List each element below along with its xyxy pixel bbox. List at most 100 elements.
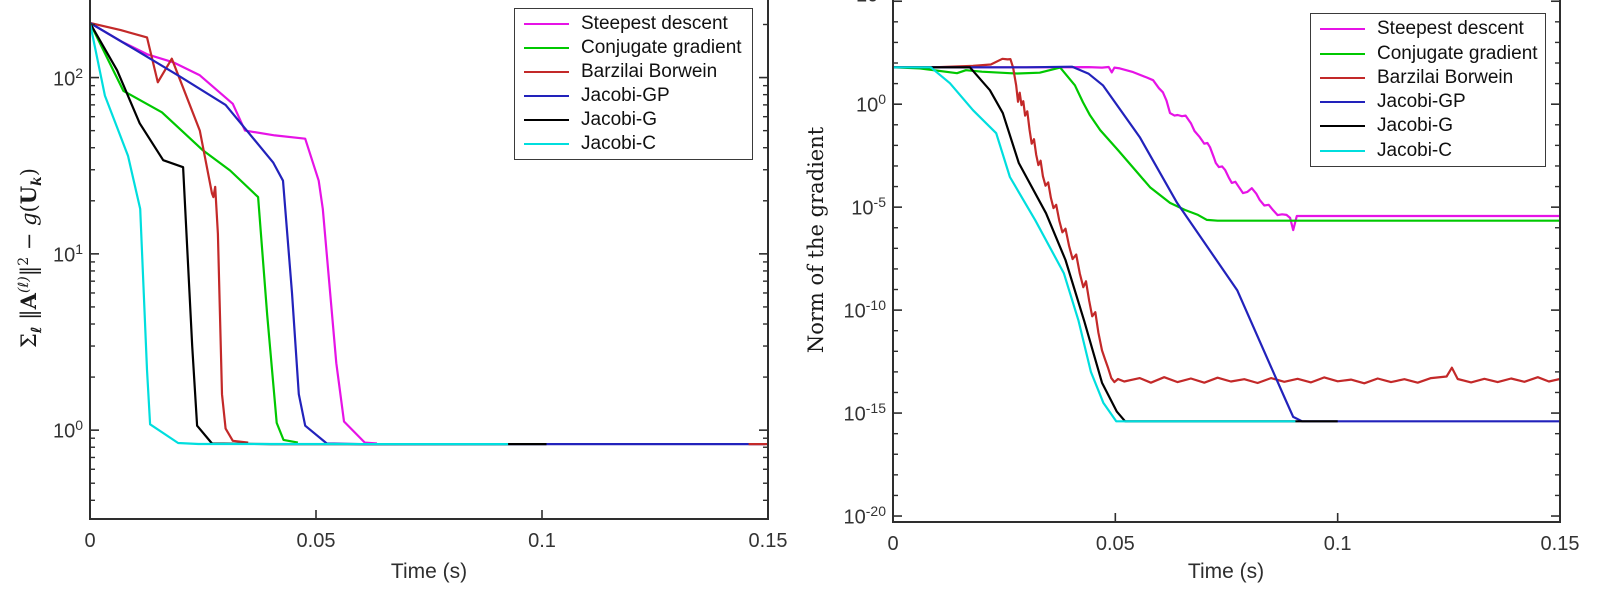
legend-item-conjugate-gradient: Conjugate gradient bbox=[524, 36, 744, 60]
x-tick-label: 0 bbox=[84, 530, 96, 552]
legend-line-sample-jacobi-gp bbox=[524, 95, 569, 97]
ylabel-part: (ℓ) bbox=[15, 276, 32, 294]
legend-label-jacobi-c: Jacobi-C bbox=[581, 133, 656, 154]
y-tick-base: 10 bbox=[843, 506, 866, 529]
y-minor-ticks-left bbox=[90, 23, 768, 502]
x-tick-label: 0.05 bbox=[296, 530, 336, 552]
y-tick-exponent: -5 bbox=[873, 194, 886, 211]
legend-label-barzilai-borwein: Barzilai Borwein bbox=[1377, 66, 1514, 88]
legend-right: Steepest descent Conjugate gradient Barzil… bbox=[1310, 13, 1546, 167]
legend-item-barzilai-borwein: Barzilai Borwein bbox=[1320, 66, 1537, 90]
ylabel-part: ‖ bbox=[16, 309, 41, 327]
y-tick-base: 10 bbox=[52, 420, 76, 443]
x-tick-label: 0 bbox=[887, 533, 899, 555]
x-ticks-left bbox=[89, 510, 769, 519]
legend-line-sample-jacobi-c bbox=[1320, 149, 1365, 152]
x-ticks-right bbox=[892, 513, 1561, 522]
ylabel-part: g bbox=[16, 212, 41, 226]
legend-line-sample-jacobi-g bbox=[524, 119, 569, 121]
y-tick-exponent: 0 bbox=[75, 417, 83, 434]
legend-left: Steepest descent Conjugate gradient Barzil… bbox=[514, 8, 753, 160]
curve-conjugate-gradient-left bbox=[90, 22, 299, 444]
legend-label-jacobi-gp: Jacobi-GP bbox=[1377, 91, 1466, 113]
y-tick-base: 10 bbox=[843, 300, 866, 323]
y-major-ticks-right bbox=[893, 0, 1560, 517]
legend-line-sample-jacobi-g bbox=[1320, 125, 1365, 128]
y-tick-exponent: 0 bbox=[878, 91, 886, 108]
x-tick-label: 0.15 bbox=[748, 530, 788, 552]
legend-item-jacobi-gp: Jacobi-GP bbox=[524, 84, 744, 108]
y-tick-label: 105 bbox=[822, 0, 886, 8]
y-tick-label: 10-10 bbox=[822, 298, 886, 324]
legend-line-sample-barzilai-borwein bbox=[524, 71, 569, 73]
legend-label-jacobi-gp: Jacobi-GP bbox=[581, 85, 670, 106]
legend-line-sample-jacobi-gp bbox=[1320, 101, 1365, 104]
legend-item-barzilai-borwein: Barzilai Borwein bbox=[524, 60, 744, 84]
x-axis-label-left: Time (s) bbox=[390, 560, 468, 583]
legend-label-jacobi-g: Jacobi-G bbox=[1377, 115, 1454, 137]
y-tick-exponent: -15 bbox=[865, 400, 886, 417]
y-tick-base: 10 bbox=[52, 244, 76, 267]
ylabel-part: U bbox=[15, 185, 41, 205]
legend-line-sample-steepest-descent bbox=[1320, 28, 1365, 31]
y-tick-base: 10 bbox=[856, 0, 878, 7]
curves-right bbox=[893, 57, 1560, 423]
y-tick-exponent: 1 bbox=[75, 240, 83, 257]
y-tick-label: 100 bbox=[822, 92, 886, 118]
y-tick-base: 10 bbox=[52, 68, 76, 91]
y-tick-label: 102 bbox=[19, 66, 83, 92]
y-tick-label: 10-15 bbox=[822, 401, 886, 427]
legend-item-jacobi-c: Jacobi-C bbox=[1320, 139, 1537, 163]
y-major-ticks-left bbox=[90, 76, 768, 431]
panel-right bbox=[892, 0, 1561, 523]
x-axis-label-right: Time (s) bbox=[1187, 560, 1265, 583]
curve-jacobi-gp-right bbox=[893, 65, 1560, 423]
y-tick-exponent: 2 bbox=[75, 64, 83, 81]
x-tick-label: 0.1 bbox=[528, 530, 556, 552]
y-tick-base: 10 bbox=[851, 197, 874, 220]
legend-item-conjugate-gradient: Conjugate gradient bbox=[1320, 42, 1538, 66]
x-tick-label: 0.1 bbox=[1323, 533, 1352, 555]
ylabel-part: k bbox=[29, 176, 46, 186]
y-tick-label: 100 bbox=[19, 418, 83, 444]
legend-line-sample-conjugate-gradient bbox=[524, 47, 569, 49]
legend-line-sample-jacobi-c bbox=[524, 143, 569, 145]
y-tick-exponent: -10 bbox=[865, 297, 886, 314]
curve-barzilai-borwein-right bbox=[893, 57, 1560, 385]
y-tick-base: 10 bbox=[843, 403, 866, 426]
legend-label-jacobi-c: Jacobi-C bbox=[1377, 139, 1452, 161]
x-tick-label: 0.15 bbox=[1540, 533, 1580, 555]
legend-label-conjugate-gradient: Conjugate gradient bbox=[1377, 42, 1538, 64]
legend-item-jacobi-g: Jacobi-G bbox=[1320, 114, 1537, 138]
ylabel-part: A bbox=[15, 293, 41, 310]
spines-right bbox=[892, 0, 1561, 523]
legend-line-sample-conjugate-gradient bbox=[1320, 52, 1365, 55]
legend-line-sample-steepest-descent bbox=[524, 23, 569, 25]
legend-item-steepest-descent: Steepest descent bbox=[1320, 17, 1537, 41]
y-tick-label: 10-20 bbox=[822, 504, 886, 530]
legend-item-jacobi-g: Jacobi-G bbox=[524, 108, 744, 132]
curve-jacobi-c-right bbox=[893, 66, 1296, 423]
legend-item-jacobi-c: Jacobi-C bbox=[524, 132, 744, 156]
ylabel-part: ) bbox=[16, 168, 41, 177]
ylabel-part: ( bbox=[16, 204, 41, 213]
legend-label-steepest-descent: Steepest descent bbox=[1377, 18, 1524, 40]
ylabel-part: Σ bbox=[16, 333, 41, 348]
panel-left bbox=[89, 0, 769, 520]
curve-barzilai-borwein-left bbox=[90, 21, 249, 444]
legend-line-sample-barzilai-borwein bbox=[1320, 76, 1365, 79]
curve-jacobi-g-left bbox=[90, 22, 547, 446]
curves-left bbox=[90, 21, 768, 446]
legend-label-steepest-descent: Steepest descent bbox=[581, 13, 728, 34]
legend-label-barzilai-borwein: Barzilai Borwein bbox=[581, 61, 718, 82]
ylabel-part: ℓ bbox=[29, 326, 46, 334]
y-tick-label: 101 bbox=[19, 242, 83, 268]
curve-steepest-descent-right bbox=[893, 65, 1560, 232]
legend-item-jacobi-gp: Jacobi-GP bbox=[1320, 90, 1537, 114]
legend-item-steepest-descent: Steepest descent bbox=[524, 12, 744, 36]
y-tick-label: 10-5 bbox=[822, 195, 886, 221]
legend-label-jacobi-g: Jacobi-G bbox=[581, 109, 658, 130]
curve-steepest-descent-left bbox=[90, 22, 378, 445]
